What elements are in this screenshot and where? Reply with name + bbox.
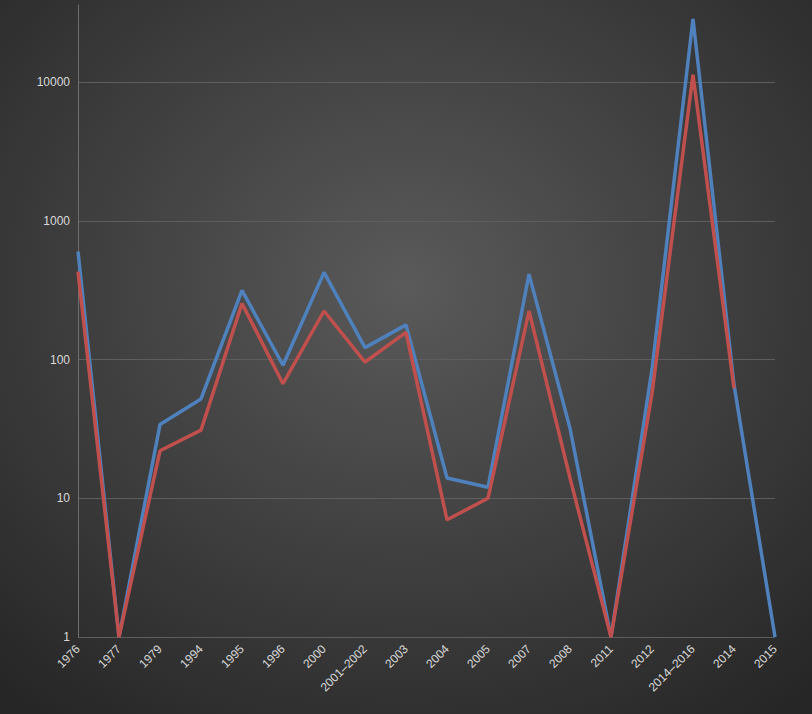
svg-text:2014–2016: 2014–2016 <box>646 642 699 695</box>
svg-text:2004: 2004 <box>423 642 452 671</box>
svg-text:1977: 1977 <box>95 642 124 671</box>
svg-text:1000: 1000 <box>43 214 70 228</box>
svg-text:1996: 1996 <box>259 642 288 671</box>
svg-text:1976: 1976 <box>54 642 83 671</box>
svg-text:2015: 2015 <box>751 642 780 671</box>
svg-text:2001–2002: 2001–2002 <box>318 642 371 695</box>
svg-text:2008: 2008 <box>546 642 575 671</box>
svg-text:2011: 2011 <box>588 642 616 670</box>
svg-text:1: 1 <box>63 630 70 644</box>
svg-text:1979: 1979 <box>136 642 165 671</box>
svg-text:2012: 2012 <box>628 642 657 671</box>
svg-text:10000: 10000 <box>37 75 71 89</box>
svg-text:2007: 2007 <box>505 642 534 671</box>
svg-text:2005: 2005 <box>464 642 493 671</box>
svg-text:2014: 2014 <box>710 642 739 671</box>
svg-text:2003: 2003 <box>382 642 411 671</box>
svg-text:2000: 2000 <box>300 642 329 671</box>
svg-text:100: 100 <box>50 353 70 367</box>
svg-text:10: 10 <box>57 491 71 505</box>
svg-text:1994: 1994 <box>177 642 206 671</box>
svg-text:1995: 1995 <box>218 642 247 671</box>
